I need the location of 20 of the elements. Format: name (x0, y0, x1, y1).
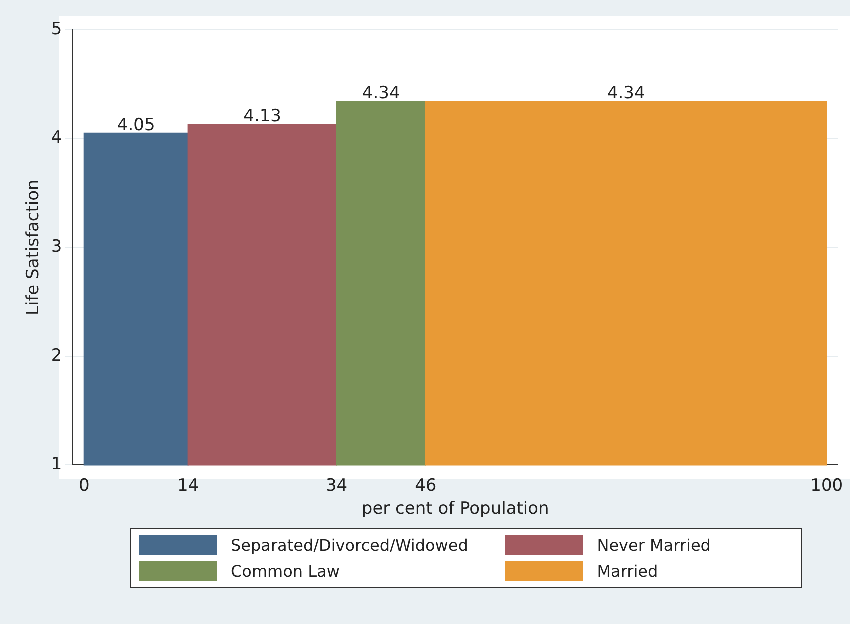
x-tick-label: 34 (326, 476, 348, 496)
y-tick-label: 4 (51, 128, 62, 148)
y-tick-label: 1 (51, 454, 62, 475)
x-tick-label: 14 (177, 476, 200, 496)
legend-label: Married (597, 562, 658, 580)
y-tick-label: 2 (51, 346, 62, 366)
data-label: 4.05 (117, 115, 156, 136)
data-label: 4.34 (607, 84, 646, 104)
legend-label: Separated/Divorced/Widowed (231, 536, 468, 554)
y-tick-label: 5 (51, 19, 62, 40)
x-tick-label: 100 (810, 476, 844, 496)
x-tick-label: 46 (415, 476, 437, 496)
y-tick-label: 3 (51, 237, 62, 258)
legend-label: Common Law (231, 562, 340, 580)
x-axis-title: per cent of Population (362, 499, 550, 520)
legend-label: Never Married (597, 536, 711, 554)
y-axis-title: Life Satisfaction (24, 180, 44, 316)
data-label: 4.34 (362, 84, 400, 104)
data-label: 4.13 (244, 106, 282, 127)
x-tick-label: 0 (78, 476, 90, 496)
